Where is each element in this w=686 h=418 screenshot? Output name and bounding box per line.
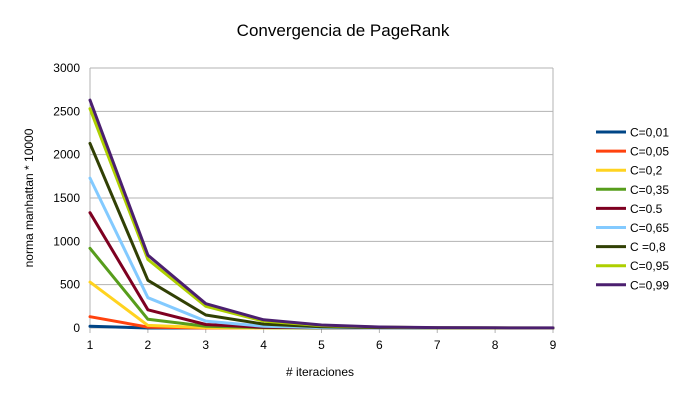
- y-tick-label: 1000: [53, 234, 80, 248]
- legend-label: C=0,35: [630, 183, 669, 197]
- x-axis-label: # iteraciones: [286, 365, 354, 379]
- x-tick-label: 3: [202, 338, 209, 352]
- x-tick-label: 8: [492, 338, 499, 352]
- y-tick-label: 0: [73, 321, 80, 335]
- y-axis-label: norma manhattan * 10000: [22, 128, 36, 267]
- y-tick-label: 1500: [53, 191, 80, 205]
- x-tick-label: 9: [550, 338, 557, 352]
- legend-label: C =0,8: [630, 240, 666, 254]
- legend-label: C=0,99: [630, 278, 669, 292]
- y-tick-label: 500: [60, 278, 80, 292]
- series-layer: [88, 98, 555, 330]
- x-tick-label: 4: [260, 338, 267, 352]
- x-tick-label: 2: [145, 338, 152, 352]
- legend-label: C=0,95: [630, 259, 669, 273]
- x-tick-label: 1: [87, 338, 94, 352]
- y-tick-label: 2000: [53, 148, 80, 162]
- y-tick-label: 3000: [53, 61, 80, 75]
- chart-title: Convergencia de PageRank: [237, 21, 450, 40]
- legend-label: C=0,05: [630, 145, 669, 159]
- legend: C=0,01 C=0,05 C=0,2 C=0,35 C=0.5 C=0,65 C =0,8…: [596, 126, 669, 292]
- x-tick-label: 6: [376, 338, 383, 352]
- legend-label: C=0,01: [630, 126, 669, 140]
- legend-label: C=0,2: [630, 164, 663, 178]
- series-line-9: [88, 98, 555, 330]
- legend-label: C=0,65: [630, 221, 669, 235]
- x-tick-label: 5: [318, 338, 325, 352]
- x-tick-label: 7: [434, 338, 441, 352]
- legend-label: C=0.5: [630, 202, 663, 216]
- y-tick-label: 2500: [53, 104, 80, 118]
